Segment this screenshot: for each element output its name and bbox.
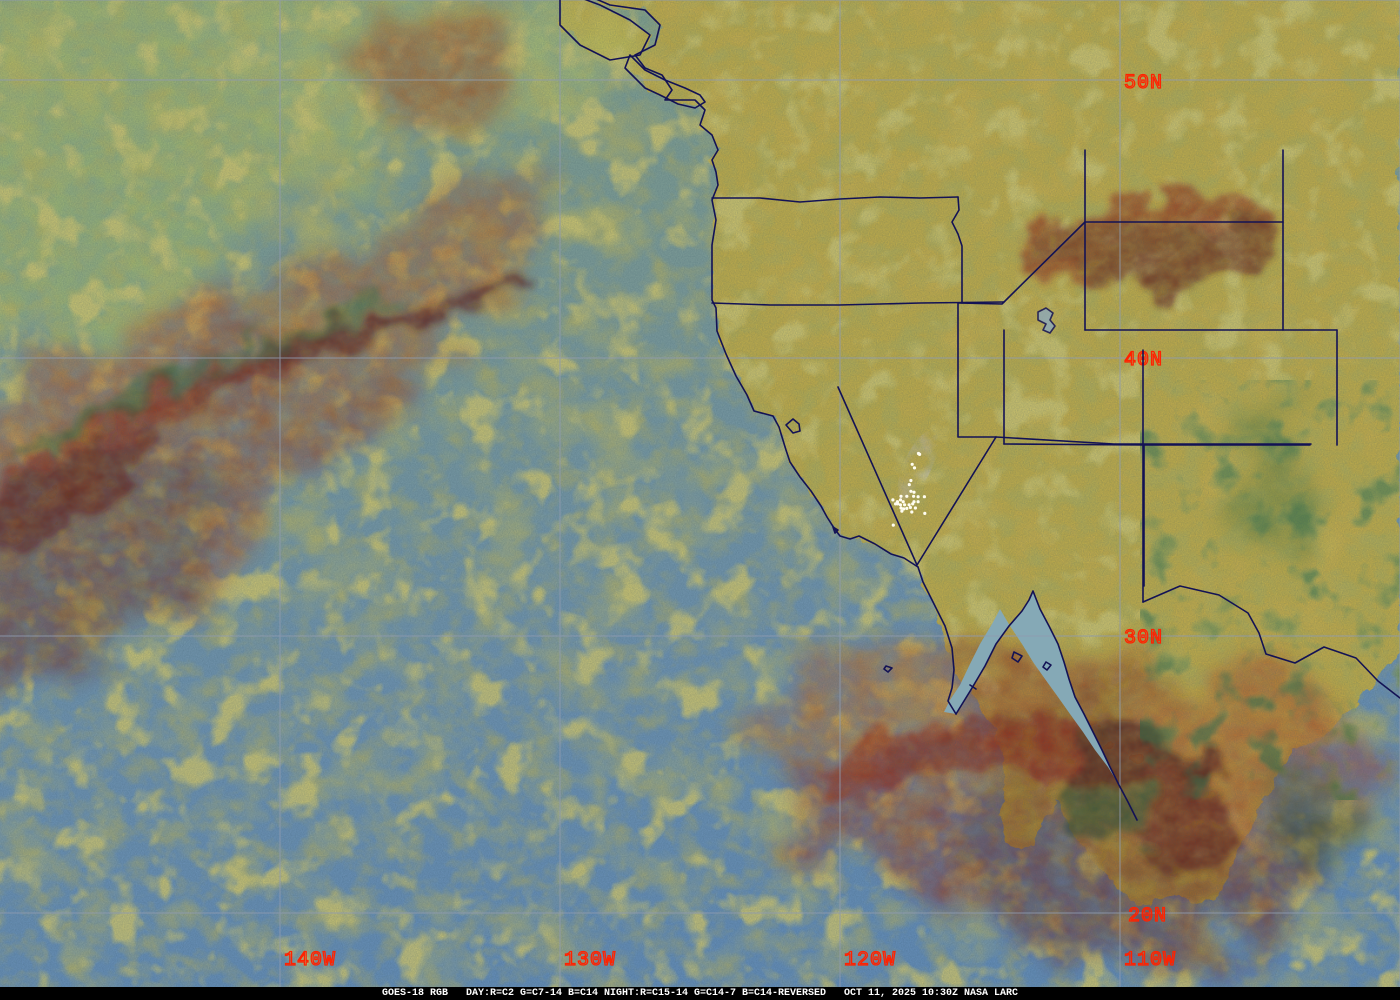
svg-text:140W: 140W — [284, 949, 336, 972]
svg-text:30N: 30N — [1124, 627, 1163, 650]
svg-text:50N: 50N — [1124, 72, 1163, 95]
svg-text:110W: 110W — [1124, 949, 1176, 972]
svg-text:20N: 20N — [1128, 905, 1167, 928]
svg-text:120W: 120W — [844, 949, 896, 972]
svg-text:130W: 130W — [564, 949, 616, 972]
